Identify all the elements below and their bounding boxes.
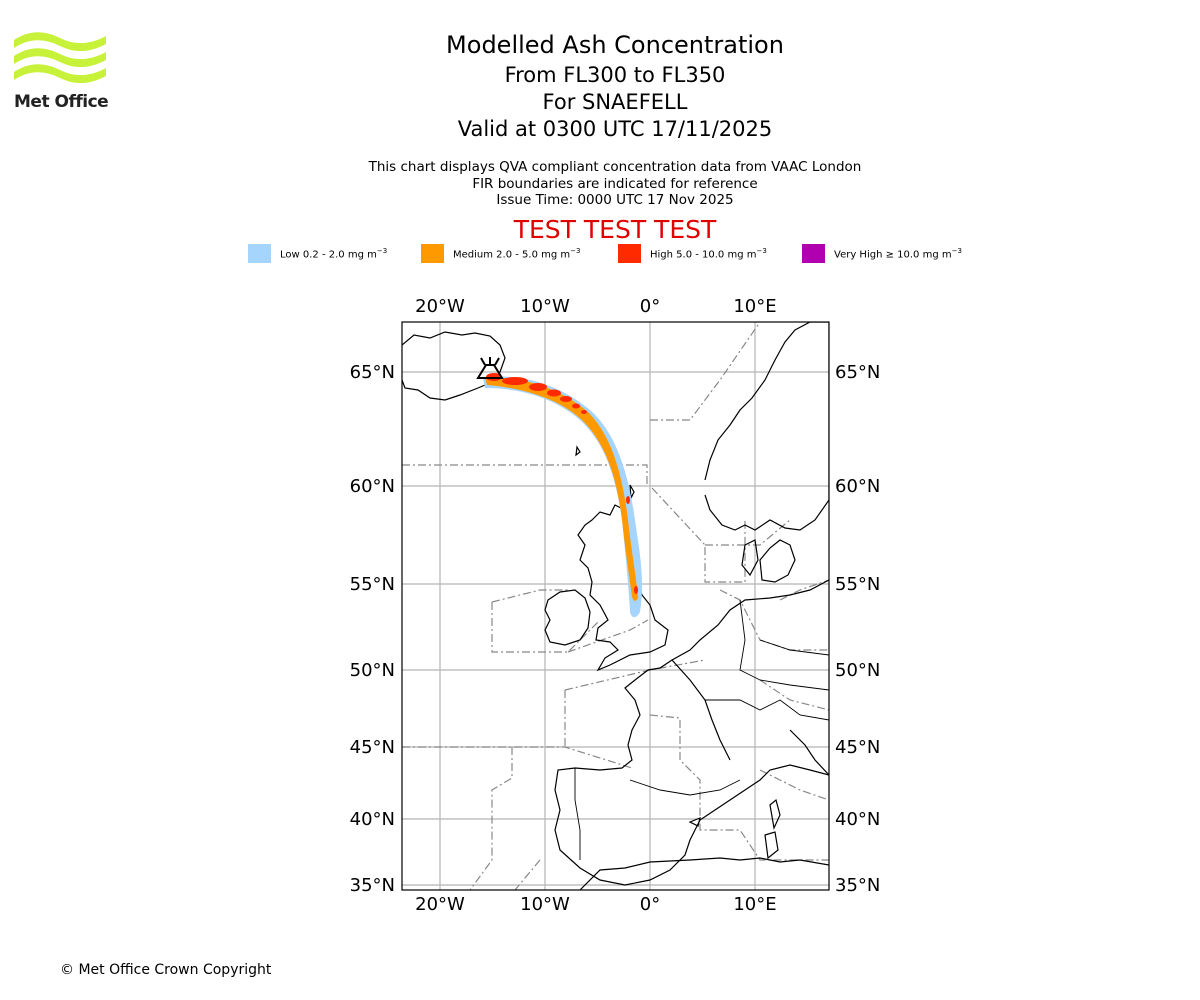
lon-label-20w-bottom: 20°W: [415, 894, 465, 915]
legend-swatch-low: [248, 244, 271, 263]
issue-time: Issue Time: 0000 UTC 17 Nov 2025: [496, 192, 734, 208]
copyright: © Met Office Crown Copyright: [60, 962, 272, 978]
legend-swatch-medium: [421, 244, 444, 263]
graticule: [402, 322, 829, 890]
note-qva: This chart displays QVA compliant concen…: [368, 159, 862, 175]
lat-label-55n-right: 55°N: [835, 574, 880, 595]
note-fir: FIR boundaries are indicated for referen…: [472, 175, 758, 192]
coastlines: [402, 322, 829, 890]
chart-titles: Modelled Ash Concentration From FL300 to…: [0, 28, 1200, 245]
chart-title: Modelled Ash Concentration: [446, 31, 784, 59]
lat-label-40n-right: 40°N: [835, 809, 880, 830]
lon-label-10w-bottom: 10°W: [520, 894, 570, 915]
legend-label-medium: Medium 2.0 - 5.0 mg m: [453, 249, 571, 261]
map-frame: [401, 321, 830, 891]
lon-labels-top: 20°W 10°W 0° 10°E: [415, 296, 776, 317]
lon-label-20w-top: 20°W: [415, 296, 465, 317]
valid-time: Valid at 0300 UTC 17/11/2025: [457, 117, 773, 141]
legend-unit-very-high: −3: [951, 247, 962, 255]
lat-label-65n-left: 65°N: [350, 362, 395, 383]
lat-label-50n-left: 50°N: [350, 660, 395, 681]
lat-label-35n-right: 35°N: [835, 875, 880, 896]
test-banner: TEST TEST TEST: [513, 214, 717, 244]
flight-levels: From FL300 to FL350: [504, 63, 726, 87]
lat-label-60n-left: 60°N: [350, 476, 395, 497]
volcano-name: For SNAEFELL: [542, 90, 688, 114]
lat-label-65n-right: 65°N: [835, 362, 880, 383]
lat-label-60n-right: 60°N: [835, 476, 880, 497]
lon-label-0-bottom: 0°: [640, 894, 660, 915]
lon-labels-bottom: 20°W 10°W 0° 10°E: [415, 894, 776, 915]
lon-label-10w-top: 10°W: [520, 296, 570, 317]
legend-swatch-very-high: [802, 244, 825, 263]
legend-unit-low: −3: [376, 247, 388, 255]
lat-label-50n-right: 50°N: [835, 660, 880, 681]
plume-medium: [485, 377, 638, 601]
legend-label-very-high: Very High ≥ 10.0 mg m: [834, 249, 952, 261]
lat-label-35n-left: 35°N: [350, 875, 395, 896]
lat-labels-left: 65°N 60°N 55°N 50°N 45°N 40°N 35°N: [350, 362, 395, 896]
legend-swatch-high: [618, 244, 641, 263]
lat-label-40n-left: 40°N: [350, 809, 395, 830]
ash-plume: [483, 373, 643, 618]
legend-unit-high: −3: [756, 247, 767, 255]
lon-label-10e-top: 10°E: [733, 296, 776, 317]
notes: This chart displays QVA compliant concen…: [0, 159, 1200, 209]
legend-label-low: Low 0.2 - 2.0 mg m: [280, 249, 377, 261]
plume-low: [483, 376, 643, 618]
met-office-logo: Met Office: [14, 30, 109, 112]
lat-labels-right: 65°N 60°N 55°N 50°N 45°N 40°N 35°N: [835, 362, 880, 896]
lon-label-0-top: 0°: [640, 296, 660, 317]
legend-label-high: High 5.0 - 10.0 mg m: [650, 249, 757, 261]
lat-label-45n-left: 45°N: [350, 737, 395, 758]
fir-boundaries: [402, 322, 829, 890]
legend-unit-medium: −3: [570, 247, 581, 255]
met-office-waves-icon: [14, 32, 106, 84]
volcano-icon: [476, 357, 504, 379]
logo-text: Met Office: [14, 92, 109, 112]
lon-label-10e-bottom: 10°E: [733, 894, 776, 915]
lat-label-45n-right: 45°N: [835, 737, 880, 758]
lat-label-55n-left: 55°N: [350, 574, 395, 595]
